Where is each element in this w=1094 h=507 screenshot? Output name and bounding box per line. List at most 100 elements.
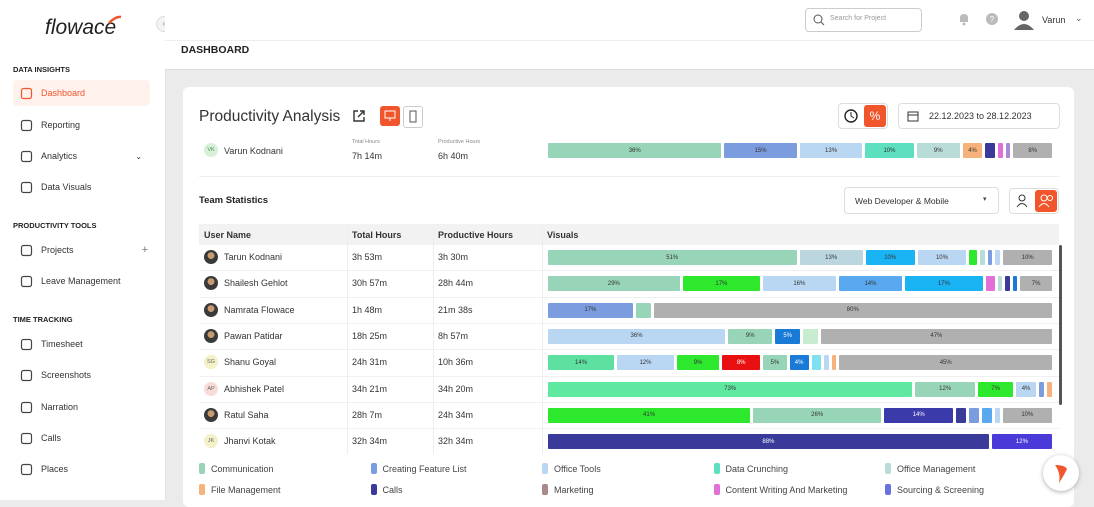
mobile-toggle[interactable] xyxy=(403,106,423,128)
productive-hours: 34h 20m xyxy=(438,383,474,394)
nav-item[interactable]: Analytics ⌄ xyxy=(13,143,150,169)
bar-segment xyxy=(969,407,979,423)
section-title: TIME TRACKING xyxy=(13,315,73,324)
user-name: Shanu Goyal xyxy=(224,357,277,368)
bar-segment xyxy=(994,407,1000,423)
bar-segment: 8% xyxy=(722,355,761,371)
row-divider xyxy=(199,401,1059,403)
bar-segment: 10% xyxy=(1003,250,1052,265)
nav-item[interactable]: Timesheet xyxy=(13,331,150,357)
row-divider xyxy=(199,428,1059,430)
table-header xyxy=(199,224,1059,245)
nav-label: Leave Management xyxy=(41,276,121,286)
legend-label: Office Tools xyxy=(554,463,601,474)
bar-segment: 13% xyxy=(799,143,863,158)
row-divider xyxy=(199,322,1059,324)
legend-swatch xyxy=(370,463,377,474)
nav-item[interactable]: Screenshots xyxy=(13,362,150,388)
add-icon[interactable]: + xyxy=(141,244,148,256)
bar-segment: 73% xyxy=(548,381,913,397)
scrollbar[interactable] xyxy=(1059,245,1062,405)
view-toggle[interactable]: % xyxy=(838,103,888,129)
user-menu-caret[interactable]: ⌄ xyxy=(1075,13,1083,23)
avatar-initials: VK xyxy=(204,143,218,157)
team-filter[interactable]: Web Developer & Mobile ▾ xyxy=(844,187,999,214)
segment-label: 7% xyxy=(1031,280,1041,287)
legend-swatch xyxy=(199,463,205,474)
nav-item[interactable]: Dashboard xyxy=(13,80,150,106)
total-hours: 1h 48m xyxy=(352,304,383,315)
nav-item[interactable]: Narration xyxy=(13,394,150,420)
bar-segment xyxy=(997,143,1003,158)
search-icon xyxy=(813,14,825,26)
percent-toggle[interactable]: % xyxy=(864,105,886,127)
nav-label: Dashboard xyxy=(41,88,86,98)
legend-label: Sourcing & Screening xyxy=(897,484,985,495)
bar-segment: 7% xyxy=(978,381,1014,397)
chat-button[interactable] xyxy=(1043,455,1079,491)
date-range: 22.12.2023 to 28.12.2023 xyxy=(929,111,1032,121)
legend-swatch xyxy=(885,484,891,495)
nav-item[interactable]: Data Visuals xyxy=(13,174,150,200)
bar-segment: 17% xyxy=(548,302,633,318)
help-icon[interactable]: ? xyxy=(985,12,999,26)
segment-label: 9% xyxy=(745,333,755,340)
nav-icon xyxy=(20,87,33,99)
legend-swatch xyxy=(542,484,548,495)
user-name: Abhishek Patel xyxy=(224,383,285,394)
bell-icon[interactable] xyxy=(957,12,971,26)
user-name[interactable]: Varun xyxy=(1042,15,1066,25)
section-title: DATA INSIGHTS xyxy=(13,65,70,74)
nav-label: Analytics xyxy=(41,151,78,161)
nav-item[interactable]: Calls xyxy=(13,425,150,451)
bar-segment: 10% xyxy=(865,250,915,265)
bar-segment: 29% xyxy=(548,276,680,292)
nav-item[interactable]: Leave Management xyxy=(13,268,150,294)
search-box[interactable]: Search for Project xyxy=(805,8,922,32)
group-toggle[interactable] xyxy=(1009,188,1059,214)
nav-item[interactable]: Reporting xyxy=(13,112,150,138)
segment-label: 12% xyxy=(1015,438,1028,445)
nav-icon xyxy=(20,463,33,475)
user-visual-bar: 36% 15% 13% 10% 9% 4% 8% xyxy=(548,143,1052,158)
segment-label: 8% xyxy=(1028,147,1038,154)
bar-segment: 9% xyxy=(916,143,960,158)
bar-segment xyxy=(985,276,995,292)
productive-hours: 6h 40m xyxy=(438,151,469,161)
segment-label: 7% xyxy=(991,386,1000,392)
nav-label: Screenshots xyxy=(41,370,92,380)
single-user-icon[interactable] xyxy=(1014,193,1030,209)
card-title: Productivity Analysis xyxy=(199,108,341,125)
nav-item[interactable]: Projects + xyxy=(13,237,150,263)
legend-swatch xyxy=(885,463,891,474)
clock-icon[interactable] xyxy=(843,108,859,124)
column-divider xyxy=(542,224,543,454)
multi-user-toggle[interactable] xyxy=(1035,190,1057,212)
team-filter-value: Web Developer & Mobile xyxy=(855,196,949,206)
segment-label: 36% xyxy=(630,333,643,340)
total-hours: 28h 7m xyxy=(352,409,383,420)
nav-item[interactable]: Places xyxy=(13,456,150,482)
bar-segment xyxy=(1046,381,1052,397)
legend-item: Office Tools xyxy=(542,463,601,474)
bar-segment: 47% xyxy=(820,328,1052,344)
segment-label: 10% xyxy=(884,254,897,261)
date-picker[interactable]: 22.12.2023 to 28.12.2023 xyxy=(898,103,1060,129)
total-hours: 18h 25m xyxy=(352,330,388,341)
segment-label: 13% xyxy=(825,254,838,261)
user-avatar[interactable] xyxy=(1013,8,1035,30)
desktop-toggle[interactable] xyxy=(380,106,400,126)
legend-item: Communication xyxy=(199,463,274,474)
bar-segment: 4% xyxy=(1016,381,1036,397)
user-name: Shailesh Gehlot xyxy=(224,278,288,289)
segment-label: 4% xyxy=(794,359,804,366)
segment-label: 14% xyxy=(864,280,877,287)
bar-segment xyxy=(987,250,993,265)
bar-segment xyxy=(824,355,829,371)
row-divider xyxy=(199,296,1059,298)
bar-segment: 17% xyxy=(905,276,983,292)
productive-hours: 10h 36m xyxy=(438,357,474,368)
open-icon[interactable] xyxy=(351,108,367,124)
segment-label: 29% xyxy=(607,280,620,287)
